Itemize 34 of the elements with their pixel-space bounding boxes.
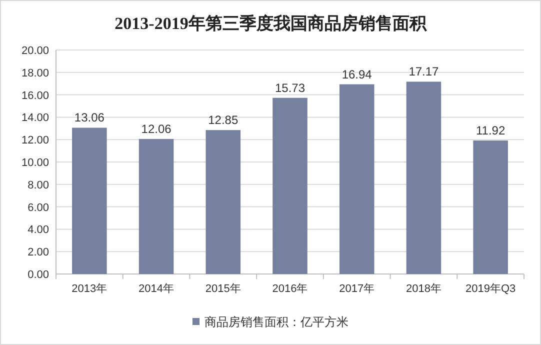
data-label: 16.94 [342, 67, 372, 82]
x-tick-label: 2014年 [138, 283, 174, 295]
y-tick-label: 2.00 [28, 246, 49, 259]
y-tick-label: 0.00 [28, 269, 49, 281]
x-tick-label: 2018年 [406, 283, 442, 295]
data-label: 12.85 [208, 113, 238, 128]
y-tick-label: 14.00 [21, 112, 49, 124]
y-tick-label: 12.00 [21, 134, 49, 147]
data-label: 17.17 [408, 64, 440, 79]
bar [473, 140, 508, 274]
y-tick-label: 8.00 [28, 179, 49, 192]
y-tick-label: 10.00 [21, 157, 49, 169]
y-tick-label: 6.00 [28, 202, 49, 214]
x-tick-label: 2015年 [205, 283, 241, 295]
data-label: 13.06 [74, 110, 105, 125]
x-tick-label: 2017年 [339, 283, 375, 295]
bar [406, 82, 442, 274]
y-tick-label: 4.00 [28, 224, 49, 236]
data-label: 15.73 [274, 80, 306, 95]
bar [272, 98, 308, 274]
data-label: 12.06 [141, 122, 172, 136]
bar [138, 138, 174, 274]
y-tick-label: 20.00 [21, 45, 49, 57]
x-tick-label: 2016年 [272, 283, 308, 295]
legend-label: 商品房销售面积：亿平方米 [204, 315, 348, 329]
x-tick-label: 2019年Q3 [465, 283, 516, 295]
x-tick-label: 2013年 [72, 283, 108, 295]
data-label: 11.92 [476, 123, 506, 138]
bar [72, 128, 107, 274]
bar [206, 130, 241, 274]
y-tick-label: 16.00 [21, 90, 49, 102]
chart-title: 2013-2019年第三季度我国商品房销售面积 [114, 14, 428, 33]
y-tick-label: 18.00 [21, 67, 49, 80]
bar [339, 84, 374, 274]
